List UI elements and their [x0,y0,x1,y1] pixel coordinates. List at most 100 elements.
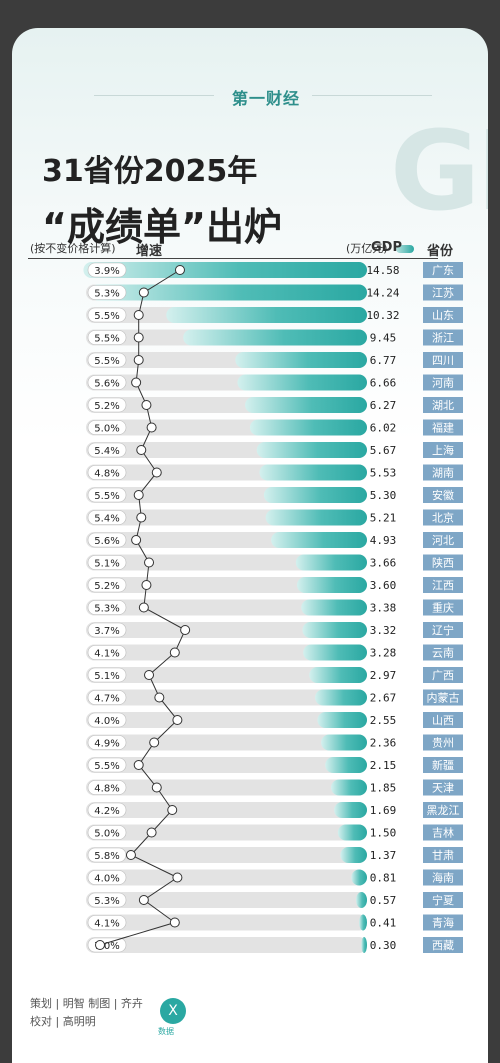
growth-point [136,512,147,523]
row-track [86,892,367,908]
gdp-label: GDP [371,240,402,255]
province-label: 辽宁 [432,623,454,637]
growth-point [151,782,162,793]
province-label: 四川 [432,354,454,367]
province-label-box [423,937,463,953]
growth-value-label: 5.5% [94,761,119,772]
gdp-bar [249,419,367,436]
growth-value-label: 5.6% [94,536,119,547]
growth-value-label: 5.3% [94,604,119,615]
growth-value-label: 5.6% [94,379,119,390]
gdp-bar [301,599,367,616]
province-label: 甘肃 [432,849,454,862]
growth-pill [87,397,127,413]
growth-pill [87,600,127,615]
gdp-bar [317,712,367,728]
province-label-box [423,532,463,548]
brand-mark-label: 数据 [158,1027,174,1036]
growth-value-label: 5.3% [94,289,119,300]
gdp-bar [295,554,367,571]
brand-mark-icon: X [160,998,186,1024]
row-track [86,689,367,706]
growth-point [138,895,149,905]
province-label: 青海 [432,916,454,930]
province-label-box [423,577,463,593]
logo-divider-right [312,95,432,96]
growth-point [154,692,165,703]
gdp-value-label: 1.69 [370,804,397,817]
gdp-bar [303,644,367,661]
growth-pill [87,510,127,525]
growth-value-label: 5.2% [94,581,119,592]
gdp-value-label: 3.66 [370,557,397,570]
gdp-bar [355,892,367,908]
gdp-value-label: 3.32 [370,624,397,637]
gdp-value-label: 5.21 [370,512,397,525]
gdp-value-label: 3.28 [370,647,397,660]
row-track [86,554,367,571]
growth-point [146,827,157,838]
gdp-value-label: 2.15 [370,759,397,772]
gdp-bar [259,464,367,481]
province-label-box [423,509,463,526]
province-label: 西藏 [432,939,454,952]
growth-value-label: 4.1% [94,919,119,930]
growth-point [131,535,142,545]
growth-point [169,917,180,928]
gdp-value-label: 5.67 [370,444,397,457]
credits-line2: 校对 | 高明明 [30,1015,96,1028]
province-label: 山西 [432,714,454,727]
gdp-bar [361,937,367,953]
brand-logo: 第一财经 [232,89,301,108]
gdp-bar [83,262,367,278]
gdp-value-label: 2.36 [370,737,397,750]
gdp-value-label: 5.53 [370,467,397,480]
gdp-value-label: 6.02 [370,422,397,435]
province-label-box [423,757,463,773]
province-label: 山东 [432,309,454,322]
row-track [86,599,367,616]
growth-label-wrap: 增速 [136,240,162,259]
province-label: 天津 [432,782,454,795]
province-label-box [423,262,463,278]
province-label: 内蒙古 [427,691,460,705]
province-label-box [423,622,463,638]
growth-pill [87,465,127,480]
credits-line1: 策划 | 明智 制图 | 齐卉 [30,997,143,1010]
province-label-box [423,599,463,616]
province-label-box [423,644,463,661]
growth-pill [87,577,127,593]
growth-pill [87,307,127,323]
credits: 策划 | 明智 制图 | 齐卉 校对 | 高明明 [30,995,143,1031]
province-label: 江苏 [432,287,454,300]
province-label: 河南 [432,377,454,390]
growth-value-label: 5.5% [94,491,119,502]
province-label: 海南 [432,871,454,885]
growth-pill [87,757,127,773]
province-label: 湖北 [432,399,454,412]
gdp-bar [90,284,368,301]
growth-pill [87,645,127,660]
gdp-value-label: 0.41 [370,917,397,930]
gdp-value-label: 2.67 [370,692,397,705]
gdp-label-wrap: GDP [371,240,402,255]
gdp-value-label: 4.93 [370,534,397,547]
growth-point [144,670,155,680]
province-label-box [423,329,463,346]
province-label: 广东 [432,264,454,277]
growth-note: (按不变价格计算) [30,242,116,255]
gdp-bar [334,802,367,818]
growth-value-label: 5.2% [94,401,119,412]
gdp-value-label: 9.45 [370,332,397,345]
growth-value-label: 4.2% [94,806,119,817]
gdp-bar [271,532,367,548]
province-label-box [423,442,463,458]
growth-pill [87,915,127,930]
province-label: 云南 [432,647,454,660]
growth-point [141,580,152,590]
growth-point [133,310,144,320]
growth-point [133,332,144,343]
gdp-value-label: 14.58 [366,264,399,277]
gdp-bar [321,734,367,751]
gdp-bar [183,329,367,346]
